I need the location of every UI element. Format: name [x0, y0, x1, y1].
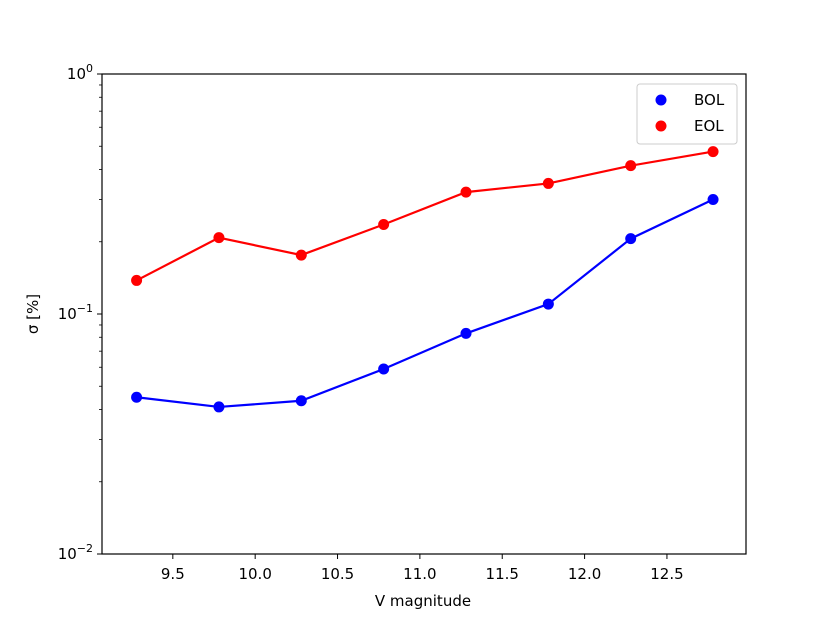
y-axis-ticks: 100 10−1 10−2 [58, 62, 102, 563]
data-point-eol [378, 219, 390, 231]
data-point-eol [460, 186, 472, 198]
series-line-eol [136, 150, 714, 282]
x-tick-label: 12.0 [568, 565, 601, 583]
x-tick-label: 12.5 [650, 565, 683, 583]
x-tick-label: 9.5 [161, 565, 185, 583]
y-tick-label: 10−2 [58, 542, 93, 563]
plot-frame [101, 73, 747, 555]
y-tick-label: 10−1 [58, 302, 93, 323]
data-point-eol [131, 274, 143, 286]
legend-marker-eol [655, 120, 667, 132]
data-point-bol [131, 391, 143, 403]
data-point-bol [625, 233, 637, 245]
y-axis-label: σ [%] [24, 294, 42, 334]
x-tick-label: 11.5 [486, 565, 519, 583]
data-point-eol [707, 146, 719, 158]
data-point-bol [542, 298, 554, 310]
x-tick-label: 10.5 [321, 565, 354, 583]
legend-marker-bol [655, 94, 667, 106]
legend-label-bol: BOL [694, 91, 725, 109]
legend-label-eol: EOL [694, 117, 724, 135]
y-axis-label-text: σ [%] [24, 294, 42, 334]
data-point-eol [213, 232, 225, 244]
data-point-bol [460, 327, 472, 339]
data-point-eol [625, 160, 637, 172]
x-tick-label: 10.0 [238, 565, 271, 583]
data-point-bol [378, 363, 390, 375]
x-tick-label: 11.0 [403, 565, 436, 583]
y-tick-label: 100 [67, 62, 93, 83]
data-point-bol [707, 193, 719, 205]
x-axis-label: V magnitude [375, 592, 471, 610]
legend: BOL EOL [636, 83, 738, 145]
series-line-bol [136, 198, 714, 409]
series-layer [131, 146, 719, 413]
data-point-eol [295, 249, 307, 261]
x-axis-ticks: 9.5 10.0 10.5 11.0 11.5 12.0 12.5 [161, 554, 684, 583]
data-point-eol [542, 177, 554, 189]
data-point-bol [295, 395, 307, 407]
data-point-bol [213, 401, 225, 413]
